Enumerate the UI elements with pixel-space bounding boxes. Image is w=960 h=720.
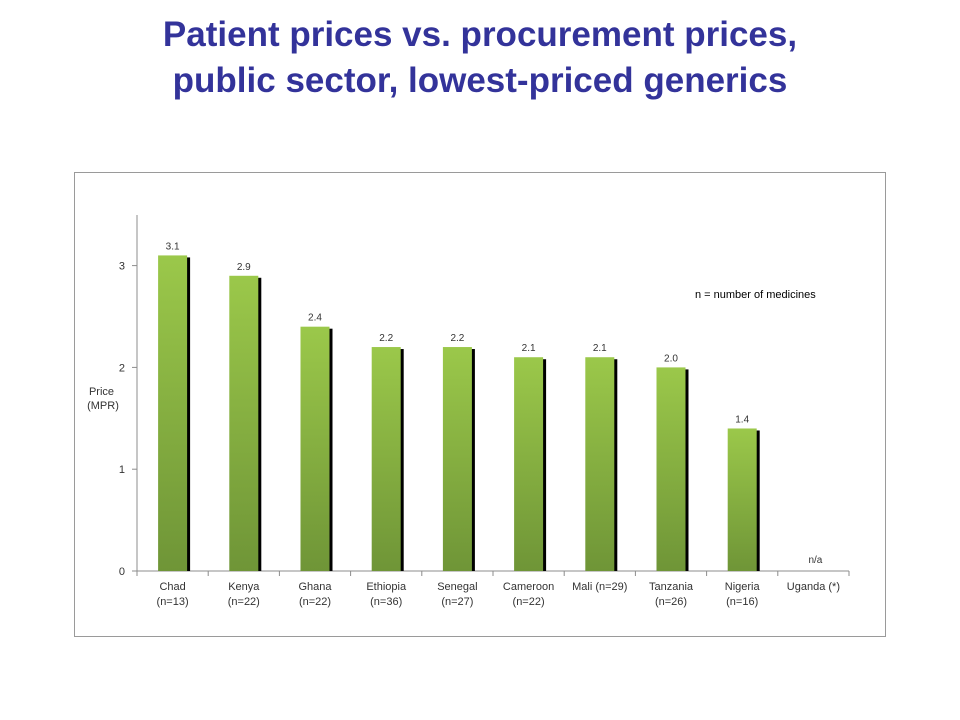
bar-2 <box>300 326 330 571</box>
y-axis-title-line-2: (MPR) <box>87 400 119 412</box>
data-label-6: 2.1 <box>593 343 607 354</box>
category-label-2-line-0: Ghana <box>298 581 332 593</box>
bar-3 <box>371 347 401 571</box>
bar-0 <box>158 255 188 572</box>
y-tick-label-1: 1 <box>119 464 125 476</box>
category-label-8-line-0: Nigeria <box>725 581 761 593</box>
y-ticks: 0 1 2 3 <box>119 261 137 578</box>
bar-4 <box>442 347 472 571</box>
category-label-8-line-1: (n=16) <box>726 596 758 608</box>
y-tick-label-2: 2 <box>119 362 125 374</box>
chart-frame: 0 1 2 3 3.1 2.9 2.4 2.2 2.2 2.1 2.1 2.0 1.4 n/a Chad… <box>74 172 886 637</box>
y-axis-title: Price (MPR) <box>87 386 119 412</box>
y-axis-title-line-1: Price <box>89 386 114 398</box>
bar-6 <box>585 357 615 571</box>
slide-title-line-2: public sector, lowest-priced generics <box>172 61 788 100</box>
data-label-2: 2.4 <box>308 313 322 324</box>
category-label-4-line-1: (n=27) <box>441 596 473 608</box>
category-label-7-line-1: (n=26) <box>655 596 687 608</box>
bar-8 <box>727 428 757 571</box>
category-labels: Chad (n=13) Kenya (n=22) Ghana (n=22) Ethiopia… <box>157 581 840 608</box>
bar-chart: 0 1 2 3 3.1 2.9 2.4 2.2 2.2 2.1 2.1 2.0 1.4 n/a Chad… <box>87 215 850 608</box>
data-labels: 3.1 2.9 2.4 2.2 2.2 2.1 2.1 2.0 1.4 n/a <box>166 241 823 566</box>
category-label-6-line-0: Mali (n=29) <box>572 581 627 593</box>
annotation-note: n = number of medicines <box>695 289 816 301</box>
data-label-8: 1.4 <box>735 414 749 425</box>
slide-title-line-1: Patient prices vs. procurement prices, <box>162 15 798 54</box>
bar-5 <box>514 357 544 571</box>
category-label-7-line-0: Tanzania <box>649 581 694 593</box>
category-label-1-line-1: (n=22) <box>228 596 260 608</box>
data-label-0: 3.1 <box>166 241 180 252</box>
y-tick-label-0: 0 <box>119 566 125 578</box>
data-label-7: 2.0 <box>664 353 678 364</box>
data-label-1: 2.9 <box>237 262 251 273</box>
data-label-4: 2.2 <box>450 333 464 344</box>
category-label-3-line-1: (n=36) <box>370 596 402 608</box>
data-label-5: 2.1 <box>522 343 536 354</box>
category-label-5-line-0: Cameroon <box>503 581 554 593</box>
bars <box>158 255 760 572</box>
category-label-0-line-0: Chad <box>159 581 185 593</box>
category-label-3-line-0: Ethiopia <box>366 581 407 593</box>
x-ticks <box>136 571 850 576</box>
slide-title: Patient prices vs. procurement prices, p… <box>0 12 960 104</box>
category-label-2-line-1: (n=22) <box>299 596 331 608</box>
category-label-4-line-0: Senegal <box>437 581 477 593</box>
data-label-9: n/a <box>808 555 822 566</box>
category-label-0-line-1: (n=13) <box>157 596 189 608</box>
y-tick-label-3: 3 <box>119 261 125 273</box>
category-label-5-line-1: (n=22) <box>513 596 545 608</box>
category-label-1-line-0: Kenya <box>228 581 260 593</box>
bar-7 <box>656 367 686 571</box>
data-label-3: 2.2 <box>379 333 393 344</box>
bar-1 <box>229 275 259 571</box>
category-label-9-line-0: Uganda (*) <box>787 581 840 593</box>
